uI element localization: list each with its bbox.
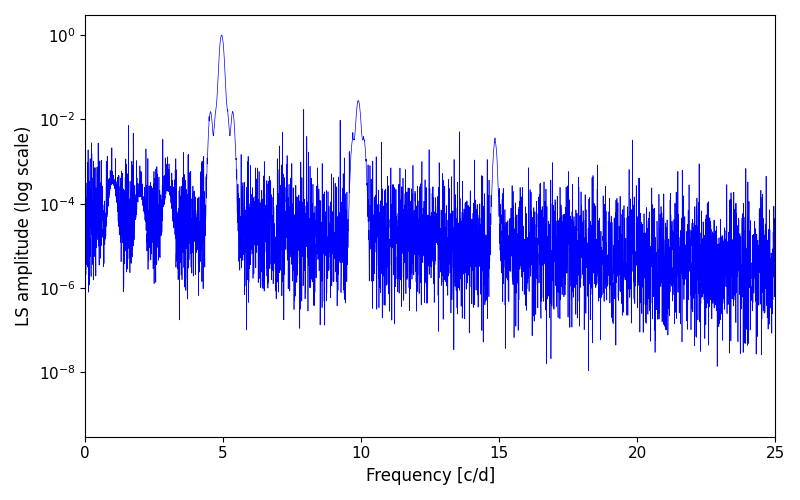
Y-axis label: LS amplitude (log scale): LS amplitude (log scale) (15, 126, 33, 326)
X-axis label: Frequency [c/d]: Frequency [c/d] (366, 467, 494, 485)
